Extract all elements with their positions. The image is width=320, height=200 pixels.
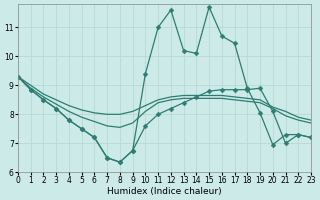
X-axis label: Humidex (Indice chaleur): Humidex (Indice chaleur) — [107, 187, 222, 196]
